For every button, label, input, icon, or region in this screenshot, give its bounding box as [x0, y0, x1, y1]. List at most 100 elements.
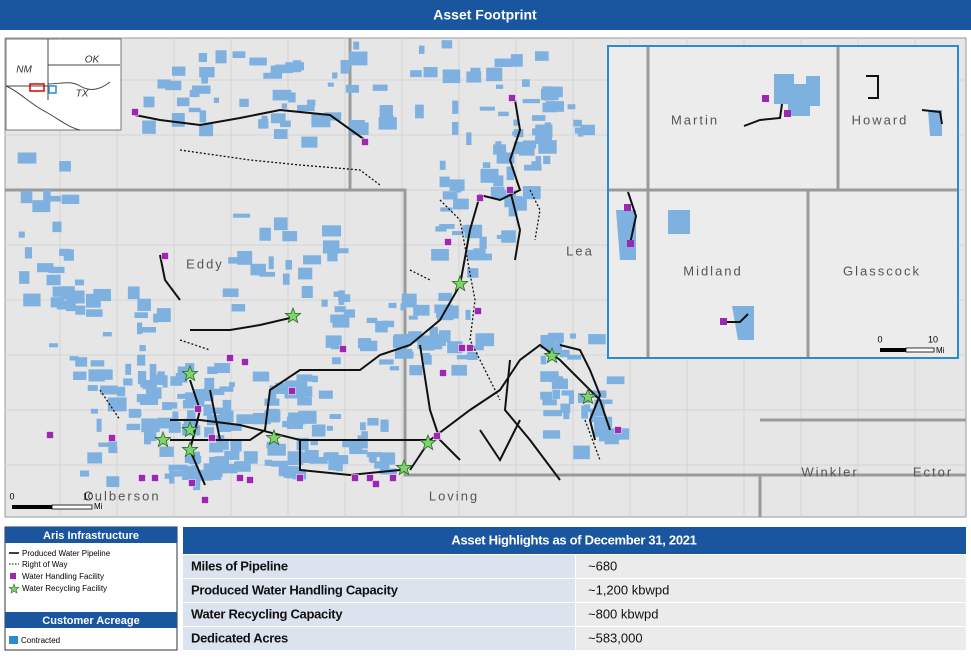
recycling	[154, 274, 597, 476]
state-label: TX	[76, 89, 89, 100]
acreage-patch	[126, 423, 141, 431]
acreage-patch	[349, 119, 365, 129]
acreage-patch	[498, 111, 509, 117]
acreage-patch	[214, 363, 230, 374]
acreage-patch	[395, 335, 407, 340]
acreage-patch	[187, 410, 196, 422]
acreage-patch	[522, 98, 540, 104]
acreage-patch	[552, 389, 561, 400]
acreage-patch	[168, 421, 181, 433]
inset-borders	[609, 47, 957, 357]
water-handling-facility	[131, 108, 139, 116]
acreage-patch	[296, 437, 309, 451]
acreage-patch	[548, 332, 564, 343]
acreage-patch	[465, 309, 471, 320]
acreage-patch	[495, 84, 504, 89]
acreage-patch	[330, 314, 344, 323]
acreage-patch	[314, 424, 326, 435]
acreage-patch	[415, 104, 424, 119]
acreage-patch	[239, 98, 249, 107]
acreage-patch	[157, 79, 171, 89]
acreage-patch	[581, 405, 589, 419]
acreage-patch	[348, 51, 368, 66]
acreage-patch	[222, 288, 239, 297]
acreage-patch	[318, 390, 333, 399]
legend-item: Water Handling Facility	[22, 572, 104, 581]
acreage-patch	[296, 374, 313, 382]
acreage-patch	[497, 190, 516, 200]
legend-swatch	[9, 636, 18, 644]
water-recycling-facility	[265, 428, 283, 446]
acreage-patch	[218, 438, 229, 450]
acreage-patch	[17, 152, 37, 164]
acreage-patch	[193, 476, 201, 491]
acreage-patch	[312, 118, 321, 125]
acreage-patch	[574, 127, 583, 134]
acreage-patch	[563, 409, 570, 420]
acreage-patch	[250, 263, 266, 276]
inset-facility	[784, 110, 791, 117]
county-label: Culberson	[83, 488, 160, 503]
acreage-patch	[75, 357, 88, 367]
water-handling-facility	[46, 431, 54, 439]
pipeline	[509, 189, 522, 261]
acreage-patch	[219, 410, 234, 423]
legend-swatch	[8, 583, 20, 594]
acreage-patch	[418, 45, 425, 54]
acreage-patch	[204, 377, 215, 391]
acreage-patch	[285, 259, 293, 270]
legend-title: Aris Infrastructure	[43, 530, 139, 542]
acreage-patch	[456, 354, 468, 360]
acreage-patch	[508, 207, 518, 217]
acreage-patch	[323, 452, 338, 460]
water-handling-facility	[236, 474, 244, 482]
table-row	[576, 579, 966, 602]
acreage-patch	[535, 156, 542, 166]
water-recycling-facility	[181, 440, 199, 458]
pipeline	[559, 344, 602, 441]
acreage-patch	[439, 160, 446, 170]
acreage-patch	[149, 363, 157, 378]
water-recycling-facility	[181, 420, 199, 438]
acreage-patch	[204, 427, 215, 438]
acreage-patch	[610, 428, 630, 440]
acreage-patch	[158, 420, 175, 429]
acreage-patch	[270, 113, 286, 124]
acreage-patch	[440, 207, 453, 212]
pipeline	[170, 99, 522, 441]
acreage-patch	[127, 286, 140, 300]
acreage-patch	[19, 271, 30, 284]
acreage-patch	[230, 440, 242, 452]
acreage-patch	[108, 440, 117, 450]
water-handling-facility	[351, 474, 359, 482]
scale-white	[905, 347, 935, 353]
acreage-patch	[326, 425, 334, 431]
acreage-patch	[268, 256, 274, 270]
acreage-patch	[439, 224, 455, 229]
acreage-patch	[449, 179, 465, 191]
acreage-patch	[297, 104, 315, 112]
legend-item: Right of Way	[22, 560, 68, 569]
water-recycling-facility	[543, 346, 561, 364]
acreage-patch	[140, 383, 151, 388]
acreage-patch	[177, 366, 193, 376]
acreage-patch	[235, 461, 244, 469]
water-handling-facility	[506, 186, 514, 194]
acreage-patch	[74, 279, 85, 286]
acreage-patch	[24, 247, 33, 259]
water-handling-facility	[389, 474, 397, 482]
acreage-patch	[149, 374, 157, 385]
acreage-patch	[467, 352, 478, 360]
acreage-patch	[96, 418, 102, 432]
acreage-patch	[137, 354, 146, 366]
acreage-patch	[479, 106, 495, 111]
acreage-patch	[128, 408, 141, 418]
acreage-patch	[551, 378, 568, 390]
acreage-patch	[117, 386, 126, 397]
acreage-patch	[295, 386, 313, 397]
acreage-patch	[243, 451, 258, 464]
acreage-patch	[139, 395, 159, 405]
acreage-patch	[220, 463, 238, 474]
acreage-patch	[52, 286, 65, 297]
